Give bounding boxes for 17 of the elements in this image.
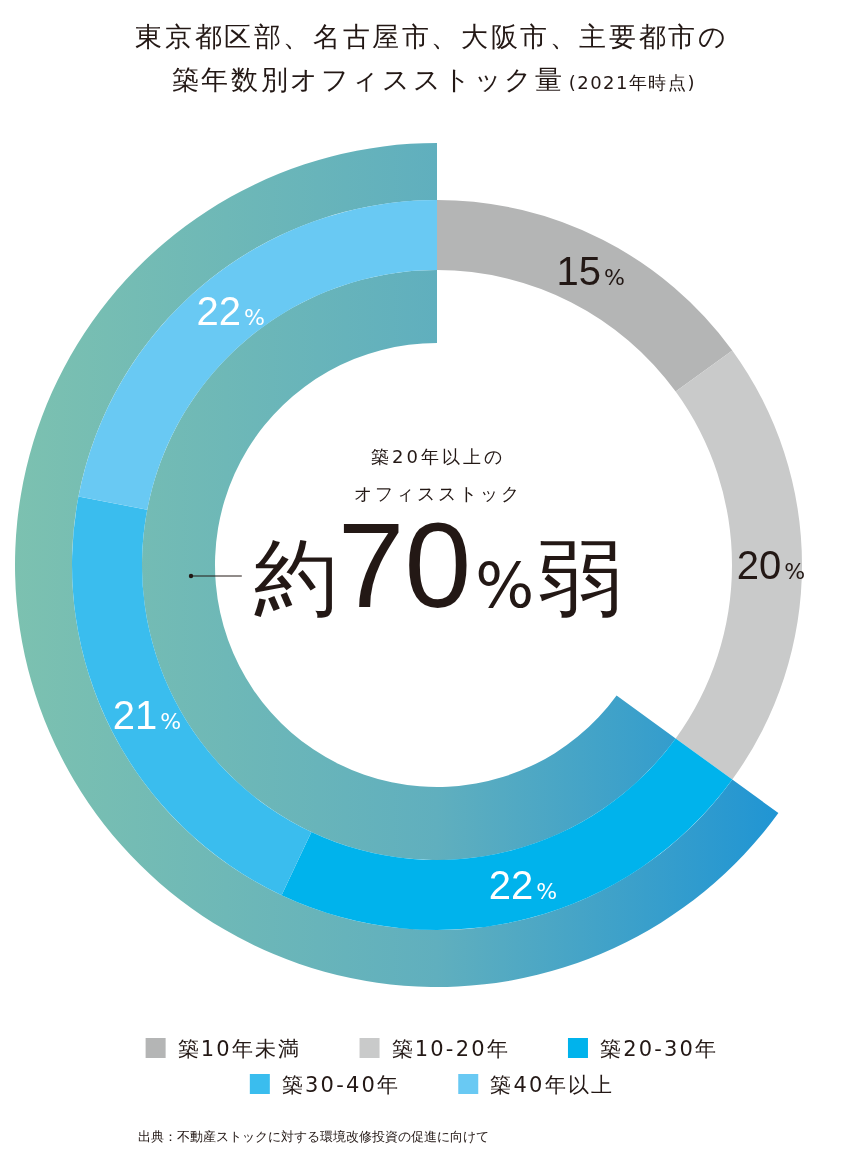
donut-slice bbox=[675, 350, 802, 780]
data-label: 22% bbox=[488, 862, 558, 907]
donut-slice bbox=[78, 200, 437, 510]
legend-label: 築20-30年 bbox=[599, 1036, 719, 1061]
legend-label: 築10-20年 bbox=[391, 1036, 510, 1061]
source-note: 出典：不動産ストックに対する環境改修投資の促進に向けて bbox=[138, 1129, 489, 1144]
chart-title: 東京都区部、名古屋市、大阪市、主要都市の築年数別オフィスストック量(2021年時点) bbox=[135, 21, 729, 95]
data-label: 22% bbox=[196, 288, 265, 333]
data-label: 21% bbox=[112, 692, 182, 737]
donut-slice bbox=[437, 200, 733, 392]
legend-label: 築10年未満 bbox=[177, 1036, 302, 1061]
data-label: 20% bbox=[736, 543, 806, 587]
legend-label: 築40年以上 bbox=[490, 1072, 615, 1097]
data-label: 15% bbox=[556, 248, 626, 293]
legend-label: 築30-40年 bbox=[281, 1072, 401, 1097]
donut-slice bbox=[281, 738, 733, 930]
text: 築20年以上の bbox=[371, 446, 505, 467]
